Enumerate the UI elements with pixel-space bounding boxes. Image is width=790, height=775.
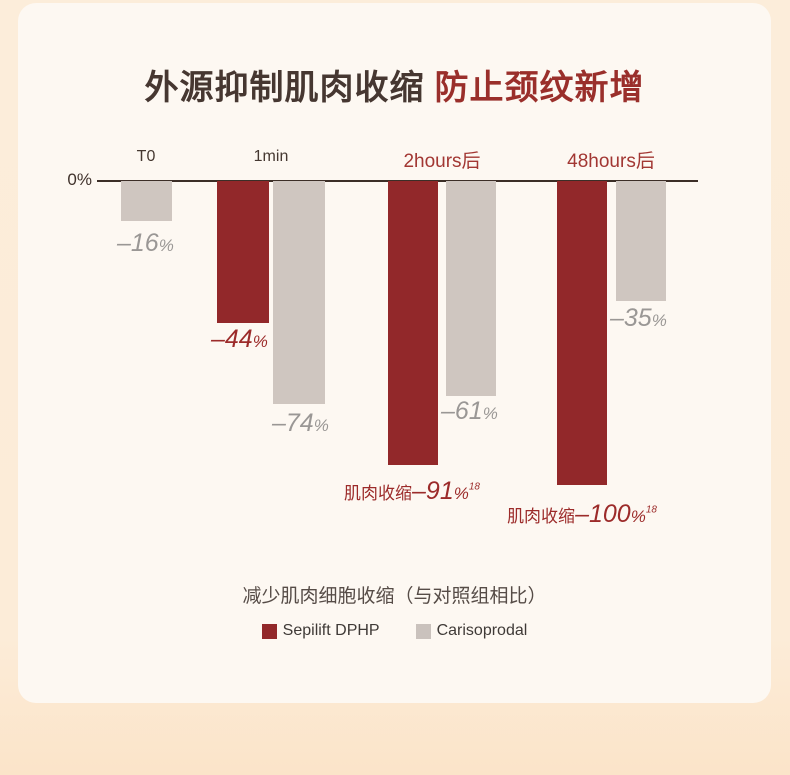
bar-value-label-t0-carisoprodal: –16%: [117, 229, 174, 257]
bar-value-label-1min-carisoprodal: –74%: [272, 409, 329, 437]
legend-label-carisoprodal: Carisoprodal: [436, 622, 528, 639]
bar-value-label-48hours-carisoprodal: –35%: [610, 304, 667, 332]
category-label-t0: T0: [136, 148, 156, 165]
legend-swatch-carisoprodal-icon: [415, 623, 431, 639]
bar-value-label-48hours-sepilift: 肌肉收缩–100%18: [507, 500, 657, 528]
bar-value-label-1min-sepilift: –44%: [211, 325, 268, 353]
axis-zero-label: 0%: [67, 170, 92, 189]
bar-value-label-2hours-carisoprodal: –61%: [441, 397, 498, 425]
axis-baseline: [97, 180, 698, 182]
page-title: 外源抑制肌肉收缩 防止颈纹新增: [18, 60, 771, 109]
legend-item-carisoprodal: Carisoprodal: [415, 622, 528, 640]
chart-legend: Sepilift DPHP Carisoprodal: [18, 622, 771, 640]
bar-carisoprodal-t0: [121, 181, 172, 221]
legend-item-sepilift: Sepilift DPHP: [261, 622, 380, 640]
bar-sepilift-2hours: [388, 181, 438, 465]
bar-carisoprodal-48hours: [616, 181, 666, 301]
bar-carisoprodal-2hours: [446, 181, 496, 396]
page-title-red-part: 防止颈纹新增: [434, 69, 645, 107]
legend-label-sepilift: Sepilift DPHP: [282, 622, 380, 639]
bar-value-label-2hours-sepilift: 肌肉收缩–91%18: [344, 477, 480, 505]
category-label-48hours: 48hours后: [567, 151, 655, 172]
page-title-dark-part: 外源抑制肌肉收缩: [144, 69, 425, 107]
bar-carisoprodal-1min: [273, 181, 325, 404]
bar-sepilift-48hours: [557, 181, 607, 485]
chart-caption: 减少肌肉细胞收缩（与对照组相比）: [242, 586, 547, 607]
category-label-2hours: 2hours后: [403, 151, 481, 172]
bar-sepilift-1min: [217, 181, 269, 323]
legend-swatch-sepilift-icon: [261, 623, 277, 639]
category-label-1min: 1min: [253, 148, 289, 165]
content-card: 外源抑制肌肉收缩 防止颈纹新增 T0 1min 2hours后 48hours后 …: [18, 3, 771, 703]
